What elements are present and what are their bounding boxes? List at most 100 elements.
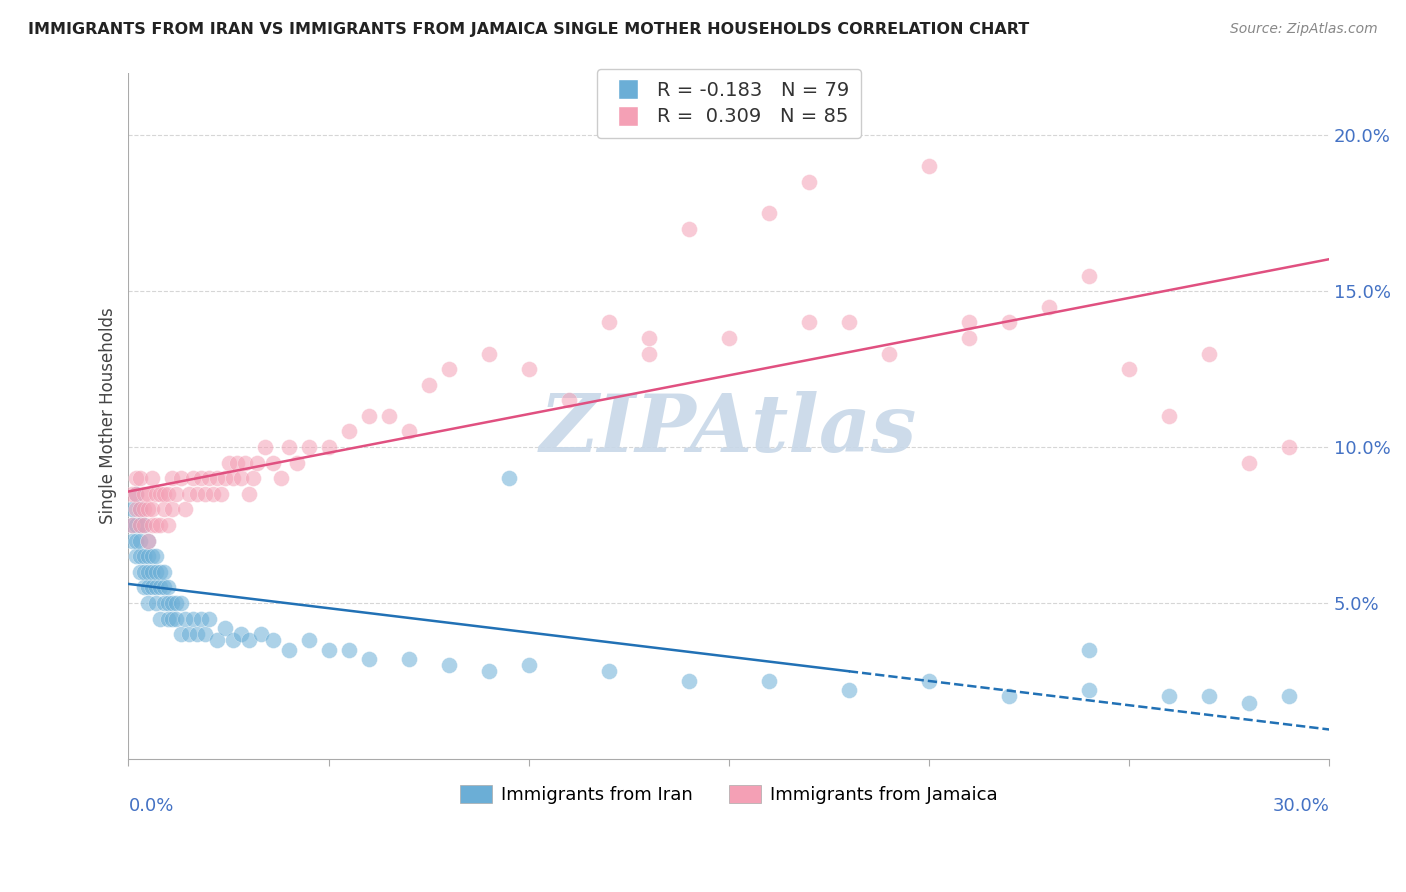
Point — [229, 471, 252, 485]
Point — [1198, 690, 1220, 704]
Point — [1198, 346, 1220, 360]
Point — [717, 331, 740, 345]
Point — [177, 487, 200, 501]
Point — [157, 580, 180, 594]
Point — [125, 533, 148, 548]
Point — [125, 487, 148, 501]
Point — [134, 518, 156, 533]
Point — [262, 633, 284, 648]
Point — [145, 518, 167, 533]
Point — [129, 502, 152, 516]
Point — [162, 611, 184, 625]
Point — [138, 533, 160, 548]
Point — [1237, 456, 1260, 470]
Point — [186, 627, 208, 641]
Point — [141, 518, 163, 533]
Point — [557, 393, 579, 408]
Point — [149, 518, 172, 533]
Point — [145, 596, 167, 610]
Point — [598, 315, 620, 329]
Point — [478, 665, 501, 679]
Point — [166, 487, 188, 501]
Point — [758, 673, 780, 688]
Point — [517, 658, 540, 673]
Point — [1078, 683, 1101, 698]
Point — [141, 549, 163, 563]
Point — [253, 440, 276, 454]
Point — [214, 471, 236, 485]
Point — [238, 487, 260, 501]
Point — [153, 580, 176, 594]
Point — [221, 633, 243, 648]
Point — [678, 222, 700, 236]
Point — [478, 346, 501, 360]
Point — [637, 331, 659, 345]
Point — [181, 471, 204, 485]
Point — [145, 565, 167, 579]
Point — [918, 673, 941, 688]
Point — [141, 565, 163, 579]
Point — [138, 549, 160, 563]
Point — [209, 487, 232, 501]
Point — [138, 487, 160, 501]
Point — [201, 487, 224, 501]
Point — [205, 471, 228, 485]
Point — [1157, 409, 1180, 423]
Point — [197, 471, 219, 485]
Point — [173, 502, 195, 516]
Point — [138, 580, 160, 594]
Point — [149, 487, 172, 501]
Point — [129, 549, 152, 563]
Point — [1078, 642, 1101, 657]
Point — [157, 487, 180, 501]
Point — [337, 425, 360, 439]
Point — [245, 456, 267, 470]
Y-axis label: Single Mother Households: Single Mother Households — [100, 308, 117, 524]
Point — [1278, 690, 1301, 704]
Point — [153, 565, 176, 579]
Point — [758, 206, 780, 220]
Point — [181, 611, 204, 625]
Point — [337, 642, 360, 657]
Point — [957, 315, 980, 329]
Point — [157, 596, 180, 610]
Point — [141, 502, 163, 516]
Point — [1038, 300, 1060, 314]
Text: Source: ZipAtlas.com: Source: ZipAtlas.com — [1230, 22, 1378, 37]
Point — [169, 596, 191, 610]
Point — [125, 549, 148, 563]
Point — [153, 596, 176, 610]
Point — [229, 627, 252, 641]
Point — [918, 160, 941, 174]
Point — [162, 471, 184, 485]
Text: IMMIGRANTS FROM IRAN VS IMMIGRANTS FROM JAMAICA SINGLE MOTHER HOUSEHOLDS CORRELA: IMMIGRANTS FROM IRAN VS IMMIGRANTS FROM … — [28, 22, 1029, 37]
Point — [214, 621, 236, 635]
Point — [134, 487, 156, 501]
Point — [205, 633, 228, 648]
Point — [129, 533, 152, 548]
Point — [169, 627, 191, 641]
Point — [149, 611, 172, 625]
Point — [218, 456, 240, 470]
Point — [277, 642, 299, 657]
Point — [877, 346, 900, 360]
Point — [125, 518, 148, 533]
Point — [153, 502, 176, 516]
Point — [797, 175, 820, 189]
Point — [598, 665, 620, 679]
Point — [1157, 690, 1180, 704]
Point — [121, 487, 143, 501]
Point — [145, 549, 167, 563]
Point — [357, 409, 380, 423]
Point — [186, 487, 208, 501]
Legend: Immigrants from Iran, Immigrants from Jamaica: Immigrants from Iran, Immigrants from Ja… — [453, 778, 1005, 812]
Point — [318, 440, 340, 454]
Point — [957, 331, 980, 345]
Point — [1278, 440, 1301, 454]
Point — [121, 518, 143, 533]
Point — [190, 471, 212, 485]
Point — [134, 518, 156, 533]
Point — [270, 471, 292, 485]
Point — [277, 440, 299, 454]
Point — [138, 533, 160, 548]
